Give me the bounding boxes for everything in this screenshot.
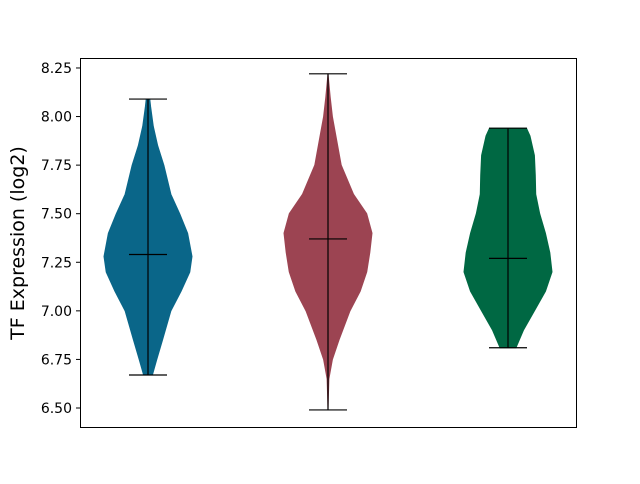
y-tick-label: 8.00	[41, 110, 72, 126]
y-tick-label: 7.00	[41, 304, 72, 320]
y-axis: 6.50 6.75 7.00 7.25 7.50 7.75 8.00 8.25	[41, 61, 80, 417]
y-tick-label: 6.75	[41, 352, 72, 368]
plot-frame	[80, 58, 577, 428]
violin-3	[463, 127, 553, 349]
y-tick-label: 7.50	[41, 207, 72, 223]
y-tick-label: 8.25	[41, 61, 72, 77]
violin-1	[103, 98, 193, 376]
y-tick-label: 7.75	[41, 158, 72, 174]
violins	[103, 73, 553, 411]
y-axis-label: TF Expression (log2)	[7, 146, 29, 341]
y-tick-label: 6.50	[41, 401, 72, 417]
violin-2	[283, 73, 373, 411]
y-tick-label: 7.25	[41, 255, 72, 271]
